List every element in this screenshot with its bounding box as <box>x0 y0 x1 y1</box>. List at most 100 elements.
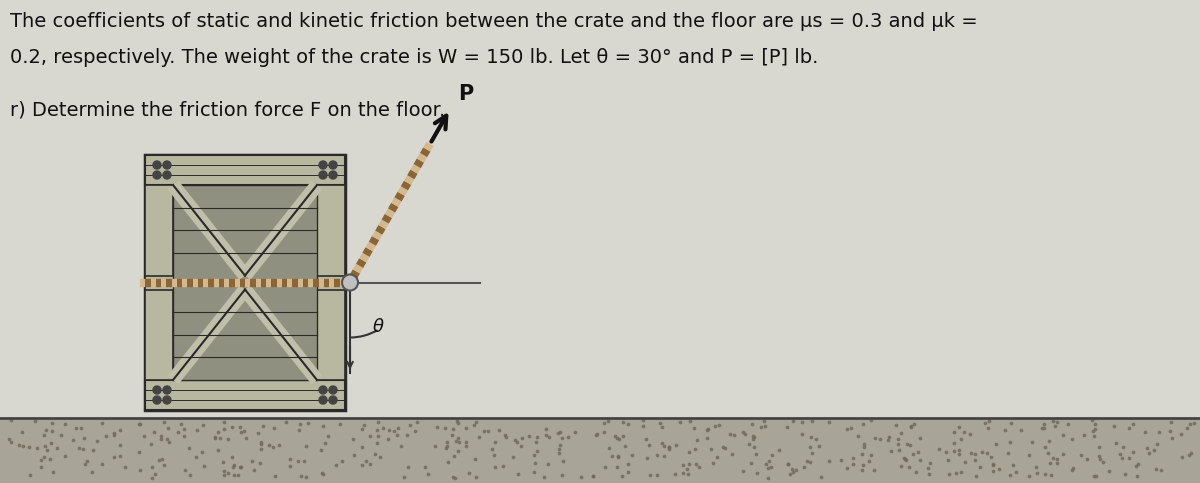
Point <box>742 459 761 467</box>
Point <box>158 425 178 432</box>
Point <box>457 424 476 432</box>
Point <box>838 465 857 472</box>
Point <box>757 460 776 468</box>
Point <box>832 456 851 464</box>
Point <box>1150 428 1169 436</box>
Point <box>802 449 821 457</box>
Point <box>540 433 559 440</box>
Point <box>707 453 726 461</box>
Point <box>548 429 568 437</box>
Point <box>986 440 1006 447</box>
Point <box>679 448 698 456</box>
Point <box>608 453 628 460</box>
Point <box>449 434 468 442</box>
Point <box>984 467 1003 474</box>
Point <box>784 417 803 425</box>
Point <box>756 422 775 430</box>
Point <box>608 453 628 460</box>
Point <box>251 459 270 467</box>
Point <box>419 470 438 478</box>
Point <box>391 442 410 450</box>
Point <box>1171 430 1190 438</box>
Point <box>844 460 863 468</box>
Point <box>1048 455 1067 463</box>
Point <box>623 451 642 459</box>
Point <box>1054 431 1073 439</box>
Point <box>446 418 466 426</box>
Point <box>758 474 778 482</box>
Point <box>72 424 91 431</box>
Point <box>194 462 214 470</box>
Point <box>989 466 1008 473</box>
Point <box>104 454 124 461</box>
Point <box>900 441 919 449</box>
Point <box>1110 450 1129 458</box>
Point <box>469 433 488 440</box>
Point <box>524 468 544 476</box>
Point <box>43 468 62 476</box>
Point <box>55 452 74 460</box>
Point <box>508 439 527 446</box>
Point <box>1087 472 1106 480</box>
Point <box>1072 451 1091 459</box>
Point <box>1019 472 1038 480</box>
Point <box>1036 469 1055 477</box>
Point <box>436 424 455 432</box>
Point <box>35 442 54 450</box>
Point <box>613 472 632 480</box>
Point <box>12 428 31 436</box>
Point <box>647 452 666 459</box>
Point <box>242 457 262 465</box>
Point <box>1180 420 1199 427</box>
Point <box>954 428 973 436</box>
Point <box>374 424 394 432</box>
Point <box>618 468 637 476</box>
Circle shape <box>342 274 358 290</box>
Point <box>353 426 372 433</box>
Point <box>1027 469 1046 477</box>
Point <box>265 472 284 480</box>
Point <box>215 425 234 433</box>
Point <box>142 440 161 448</box>
Point <box>1172 454 1192 461</box>
Point <box>778 460 797 468</box>
Point <box>703 459 722 467</box>
Point <box>736 430 755 438</box>
Point <box>844 454 863 462</box>
Point <box>445 474 464 482</box>
Point <box>104 429 124 437</box>
Point <box>888 440 907 447</box>
Point <box>618 460 637 468</box>
Point <box>596 464 616 471</box>
Point <box>312 469 331 476</box>
Point <box>698 425 718 433</box>
Point <box>961 449 980 457</box>
Point <box>725 431 744 439</box>
Point <box>786 466 805 474</box>
Point <box>104 431 124 439</box>
Point <box>187 426 206 434</box>
Point <box>485 463 504 470</box>
Point <box>1138 445 1157 453</box>
Point <box>660 443 679 451</box>
Point <box>31 463 50 471</box>
Point <box>1145 446 1164 454</box>
Point <box>35 431 54 439</box>
Circle shape <box>154 171 161 179</box>
Point <box>587 430 606 438</box>
Text: The coefficients of static and kinetic friction between the crate and the floor : The coefficients of static and kinetic f… <box>10 12 978 31</box>
Point <box>1078 455 1097 463</box>
Point <box>820 418 839 426</box>
Bar <box>317 185 346 380</box>
Point <box>944 428 964 436</box>
Point <box>1043 454 1062 462</box>
Point <box>1003 461 1022 469</box>
Point <box>234 427 253 435</box>
Point <box>360 460 379 468</box>
Point <box>1182 449 1200 457</box>
Point <box>1082 416 1102 424</box>
Point <box>508 470 527 478</box>
Point <box>966 451 985 458</box>
Point <box>1012 426 1031 433</box>
Point <box>755 417 774 425</box>
